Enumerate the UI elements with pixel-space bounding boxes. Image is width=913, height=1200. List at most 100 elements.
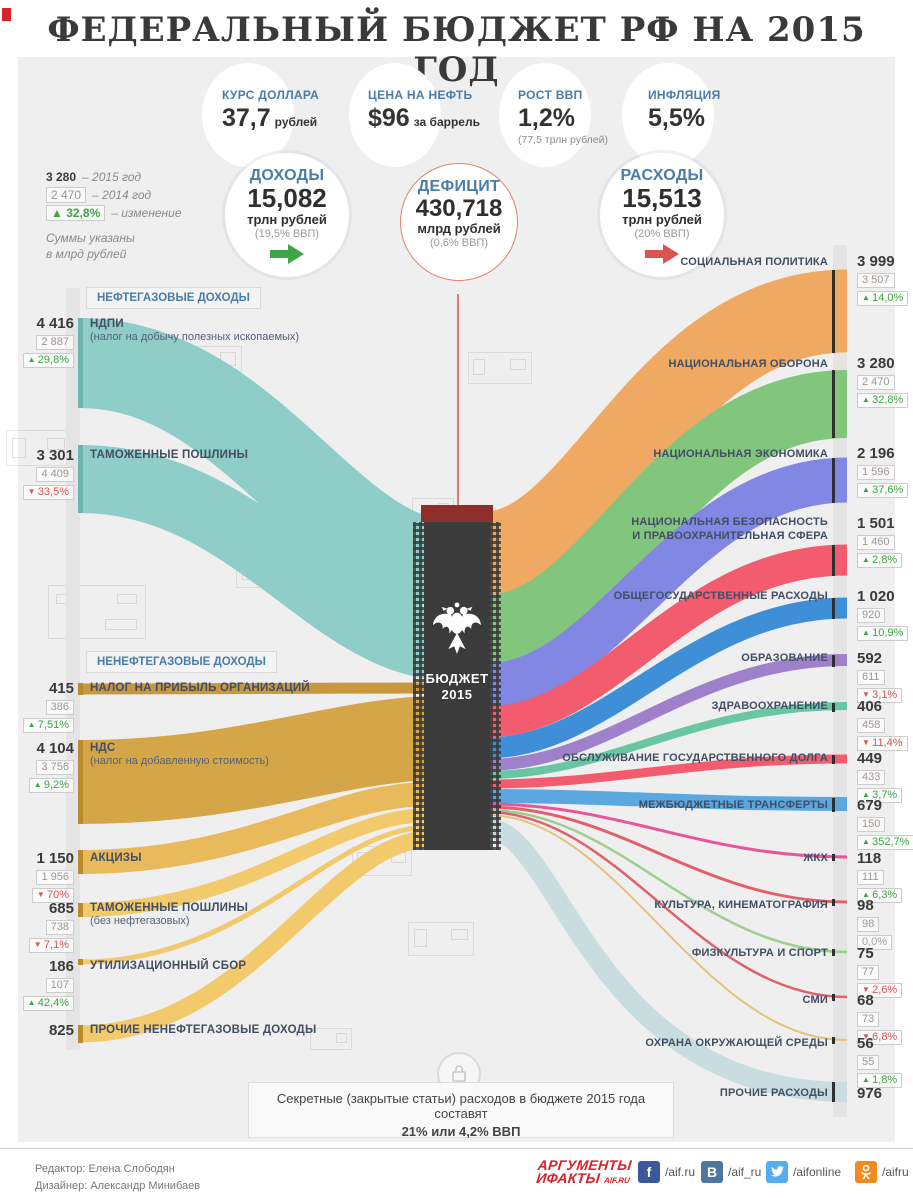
flow-zhkh bbox=[485, 802, 848, 859]
end-tick bbox=[832, 755, 835, 764]
expense-values-economy: 2 196 1 596 37,6% bbox=[857, 445, 913, 498]
income-values-excise: 1 150 1 956 70% bbox=[4, 850, 74, 903]
social-facebook[interactable]: f /aif.ru bbox=[638, 1161, 695, 1183]
legend: 3 280– 2015 год 2 470– 2014 год ▲ 32,8% –… bbox=[46, 170, 182, 262]
twitter-icon[interactable] bbox=[766, 1161, 788, 1183]
credits: Редактор: Елена Слободян Дизайнер: Алекс… bbox=[35, 1163, 201, 1192]
income-label-customs: ТАМОЖЕННЫЕ ПОШЛИНЫ bbox=[90, 449, 249, 461]
expense-label-debt: ОБСЛУЖИВАНИЕ ГОСУДАРСТВЕННОГО ДОЛГА bbox=[562, 752, 828, 764]
facebook-icon[interactable]: f bbox=[638, 1161, 660, 1183]
income-label-customs-nonoil: ТАМОЖЕННЫЕ ПОШЛИНЫ (без нефтегазовых) bbox=[90, 902, 249, 927]
stat-usd-rate: КУРС ДОЛЛАРА 37,7 рублей bbox=[222, 88, 320, 132]
end-tick bbox=[832, 655, 835, 667]
edge-cap bbox=[78, 1025, 83, 1043]
flow-ecology bbox=[485, 814, 848, 1041]
expense-values-social: 3 999 3 507 14,0% bbox=[857, 253, 913, 306]
flow-transfers bbox=[485, 789, 848, 811]
odnoklassniki-icon[interactable] bbox=[855, 1161, 877, 1183]
income-label-other: ПРОЧИЕ НЕНЕФТЕГАЗОВЫЕ ДОХОДЫ bbox=[90, 1024, 317, 1036]
end-tick bbox=[832, 1082, 835, 1102]
vk-icon[interactable]: В bbox=[701, 1161, 723, 1183]
flow-sport bbox=[485, 808, 848, 954]
income-values-vat: 4 104 3 756 9,2% bbox=[4, 740, 74, 793]
flow-defense bbox=[483, 370, 849, 663]
expense-values-ecology: 56 55 1,8% bbox=[857, 1035, 913, 1088]
flow-culture bbox=[485, 805, 848, 904]
flow-vat bbox=[79, 696, 433, 824]
end-tick bbox=[832, 854, 835, 861]
banknote-ghost bbox=[310, 1028, 352, 1050]
income-label-ndpi: НДПИ (налог на добычу полезных ископаемы… bbox=[90, 318, 300, 343]
expense-label-culture: КУЛЬТУРА, КИНЕМАТОГРАФИЯ bbox=[654, 899, 828, 911]
end-tick bbox=[832, 798, 835, 812]
flow-security bbox=[485, 544, 848, 738]
flow-health bbox=[485, 702, 848, 779]
social-twitter[interactable]: /aifonline bbox=[766, 1161, 841, 1183]
expense-label-smi: СМИ bbox=[802, 994, 828, 1006]
flow-ndpi bbox=[78, 318, 440, 608]
edge-cap bbox=[78, 683, 83, 695]
social-vk[interactable]: В /aif_ru bbox=[701, 1161, 761, 1183]
income-values-ndpi: 4 416 2 887 29,8% bbox=[4, 315, 74, 368]
flow-excise bbox=[79, 782, 431, 874]
footer: Редактор: Елена Слободян Дизайнер: Алекс… bbox=[0, 1148, 913, 1200]
deficit-cap bbox=[421, 505, 493, 522]
income-label-recycling: УТИЛИЗАЦИОННЫЙ СБОР bbox=[90, 960, 247, 972]
income-values-customs: 3 301 4 409 33,5% bbox=[4, 447, 74, 500]
flow-debt-service bbox=[485, 754, 848, 789]
expense-values-education: 592 611 3,1% bbox=[857, 650, 913, 703]
stat-oil-price: ЦЕНА НА НЕФТЬ $96 за баррель bbox=[368, 88, 480, 132]
flow-other-expenses bbox=[484, 818, 848, 1102]
end-tick bbox=[832, 994, 835, 1001]
edge-cap bbox=[78, 445, 83, 513]
flow-other-income bbox=[79, 830, 431, 1043]
flow-recycling-fee bbox=[79, 824, 431, 965]
end-tick bbox=[832, 899, 835, 906]
expense-label-state: ОБЩЕГОСУДАРСТВЕННЫЕ РАСХОДЫ bbox=[613, 590, 828, 602]
end-tick bbox=[832, 1037, 835, 1044]
expense-label-defense: НАЦИОНАЛЬНАЯ ОБОРОНА bbox=[668, 358, 828, 370]
edge-cap bbox=[78, 959, 83, 965]
green-right-arrow-icon bbox=[270, 244, 304, 265]
income-label-excise: АКЦИЗЫ bbox=[90, 852, 142, 864]
page-title: ФЕДЕРАЛЬНЫЙ БЮДЖЕТ РФ НА 2015 ГОД bbox=[47, 10, 866, 90]
edge-cap bbox=[78, 740, 83, 824]
deficit-summary-circle: ДЕФИЦИТ 430,718 млрд рублей (0,6% ВВП) bbox=[400, 163, 518, 281]
red-right-arrow-icon bbox=[645, 244, 679, 265]
stat-inflation: ИНФЛЯЦИЯ 5,5% bbox=[648, 88, 721, 132]
expense-label-other: ПРОЧИЕ РАСХОДЫ bbox=[719, 1087, 828, 1099]
expense-label-zhkh: ЖКХ bbox=[803, 852, 828, 864]
edge-cap bbox=[78, 318, 83, 408]
expense-label-sport: ФИЗКУЛЬТУРА И СПОРТ bbox=[691, 947, 828, 959]
end-tick bbox=[832, 598, 835, 619]
flow-education bbox=[485, 654, 848, 771]
expenses-summary-circle: РАСХОДЫ 15,513 трлн рублей (20% ВВП) bbox=[600, 153, 724, 277]
expense-label-transfers: МЕЖБЮДЖЕТНЫЕ ТРАНСФЕРТЫ bbox=[638, 799, 828, 811]
end-tick bbox=[832, 703, 835, 712]
end-tick bbox=[832, 370, 835, 438]
stat-ellipse bbox=[499, 63, 591, 167]
expense-values-state: 1 020 920 10,9% bbox=[857, 588, 913, 641]
income-values-other: 825 bbox=[48, 1022, 74, 1039]
banknote-ghost bbox=[408, 922, 474, 956]
expense-label-social: СОЦИАЛЬНАЯ ПОЛИТИКА bbox=[680, 256, 828, 268]
end-tick bbox=[832, 458, 835, 503]
expense-values-defense: 3 280 2 470 32,8% bbox=[857, 355, 913, 408]
income-summary-circle: ДОХОДЫ 15,082 трлн рублей (19,5% ВВП) bbox=[225, 153, 349, 277]
banknote-ghost bbox=[468, 352, 532, 384]
expense-values-health: 406 458 11,4% bbox=[857, 698, 913, 751]
expense-label-economy: НАЦИОНАЛЬНАЯ ЭКОНОМИКА bbox=[653, 448, 828, 460]
flow-customs-oil bbox=[78, 445, 438, 679]
end-tick bbox=[832, 270, 835, 353]
social-odnoklassniki[interactable]: /aifru bbox=[855, 1161, 909, 1183]
stat-gdp-growth: РОСТ ВВП 1,2% (77,5 трлн рублей) bbox=[518, 88, 608, 146]
income-values-profit-tax: 415 386 7,51% bbox=[4, 680, 74, 733]
stat-ellipse bbox=[622, 63, 714, 167]
edge-cap bbox=[78, 850, 83, 874]
group-header-nonoilgas: НЕНЕФТЕГАЗОВЫЕ ДОХОДЫ bbox=[86, 651, 277, 673]
flow-economy bbox=[484, 457, 848, 709]
expense-values-zhkh: 118 111 6,3% bbox=[857, 850, 913, 903]
group-header-oilgas: НЕФТЕГАЗОВЫЕ ДОХОДЫ bbox=[86, 287, 261, 309]
budget-block: БЮДЖЕТ 2015 bbox=[413, 505, 501, 850]
